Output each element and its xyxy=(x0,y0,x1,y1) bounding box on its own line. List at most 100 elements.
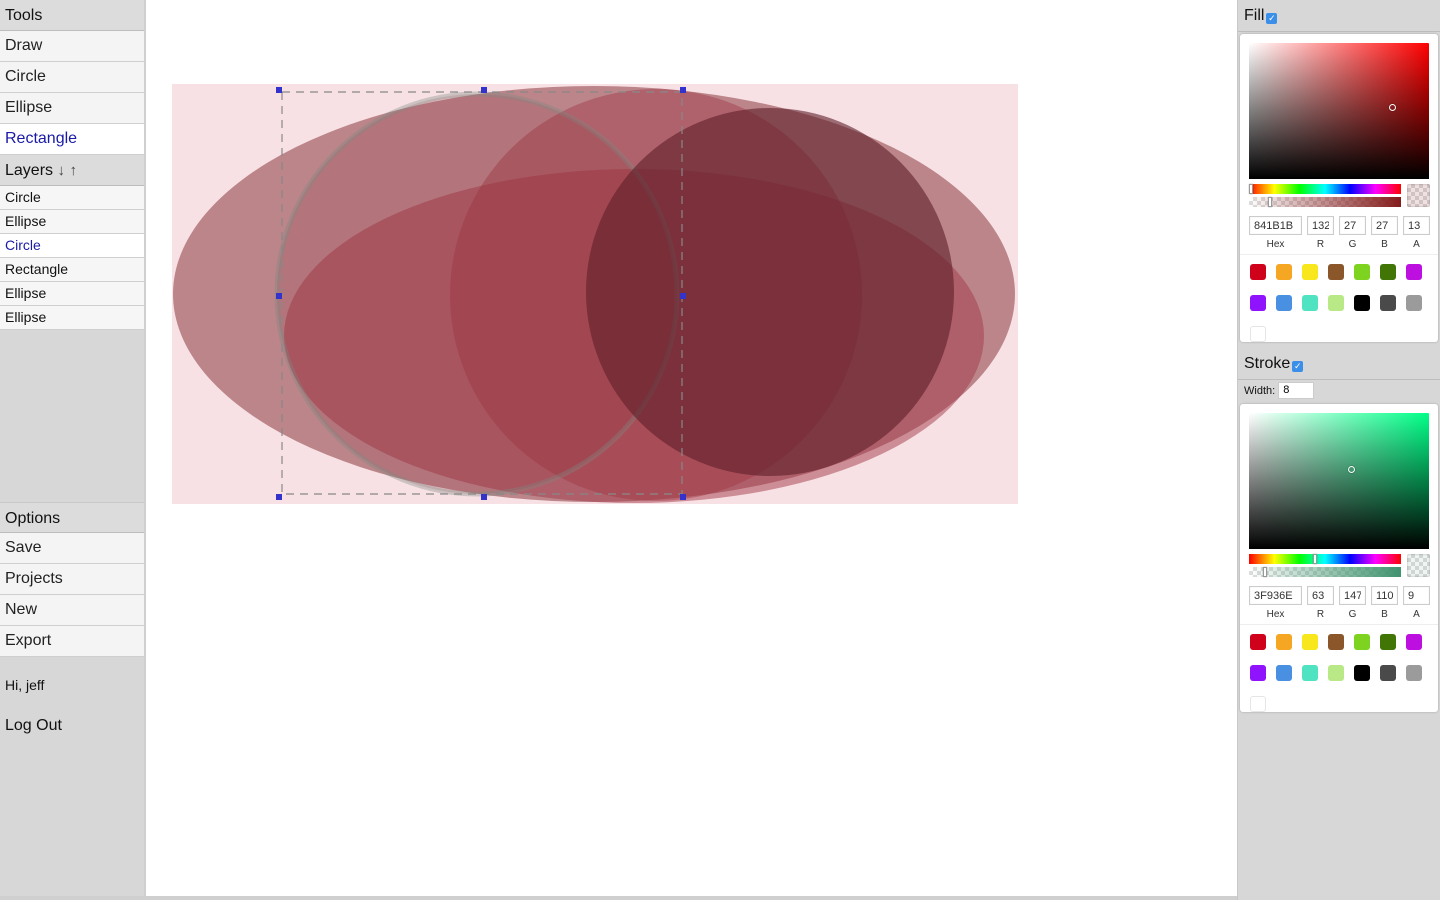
stroke-alpha-slider[interactable] xyxy=(1249,567,1401,577)
layer-item[interactable]: Circle xyxy=(0,186,144,210)
color-swatch[interactable] xyxy=(1406,665,1422,681)
fill-hue-handle[interactable] xyxy=(1249,184,1253,194)
color-swatch[interactable] xyxy=(1302,295,1318,311)
fill-alpha-slider[interactable] xyxy=(1249,197,1401,207)
resize-handle[interactable] xyxy=(481,494,487,500)
hex-label: Hex xyxy=(1266,239,1285,250)
layer-item[interactable]: Ellipse xyxy=(0,210,144,234)
color-swatch[interactable] xyxy=(1328,634,1344,650)
user-greeting: Hi, jeff xyxy=(5,677,45,693)
resize-handle[interactable] xyxy=(481,87,487,93)
layers-list: Circle Ellipse Circle Rectangle Ellipse … xyxy=(0,186,144,330)
color-swatch[interactable] xyxy=(1380,295,1396,311)
color-swatch[interactable] xyxy=(1354,295,1370,311)
arrow-up-icon[interactable]: ↑ xyxy=(69,162,77,179)
drawing-canvas[interactable] xyxy=(146,0,1237,897)
color-swatch[interactable] xyxy=(1328,295,1344,311)
stroke-saturation-cursor[interactable] xyxy=(1348,466,1355,473)
fill-alpha-handle[interactable] xyxy=(1268,197,1272,207)
arrow-down-icon[interactable]: ↓ xyxy=(57,162,65,179)
color-swatch[interactable] xyxy=(1328,665,1344,681)
fill-saturation-cursor[interactable] xyxy=(1389,104,1396,111)
fill-hex-input[interactable] xyxy=(1249,216,1302,235)
fill-b-input[interactable] xyxy=(1371,216,1398,235)
stroke-alpha-handle[interactable] xyxy=(1263,567,1267,577)
save-button[interactable]: Save xyxy=(0,533,144,564)
fill-r-input[interactable] xyxy=(1307,216,1334,235)
fill-hue-slider[interactable] xyxy=(1249,184,1401,194)
color-swatch[interactable] xyxy=(1276,295,1292,311)
fill-a-input[interactable] xyxy=(1403,216,1430,235)
tool-rectangle[interactable]: Rectangle xyxy=(0,124,144,155)
fill-color-preview xyxy=(1407,184,1430,207)
canvas-svg[interactable] xyxy=(146,0,1237,897)
resize-handle[interactable] xyxy=(680,494,686,500)
resize-handle[interactable] xyxy=(276,494,282,500)
color-swatch[interactable] xyxy=(1406,264,1422,280)
logout-button[interactable]: Log Out xyxy=(5,717,62,734)
stroke-width-row: Width: xyxy=(1238,380,1440,402)
g-label: G xyxy=(1348,239,1357,250)
color-swatch[interactable] xyxy=(1328,264,1344,280)
layer-item[interactable]: Circle xyxy=(0,234,144,258)
color-swatch[interactable] xyxy=(1276,665,1292,681)
g-label: G xyxy=(1348,609,1357,620)
r-label: R xyxy=(1316,609,1325,620)
fill-color-picker: Hex R G B A xyxy=(1240,34,1438,342)
color-swatch[interactable] xyxy=(1250,665,1266,681)
color-swatch[interactable] xyxy=(1406,634,1422,650)
stroke-saturation-area[interactable] xyxy=(1249,413,1429,549)
tool-ellipse[interactable]: Ellipse xyxy=(0,93,144,124)
new-button[interactable]: New xyxy=(0,595,144,626)
selection-handles[interactable] xyxy=(276,87,686,500)
color-swatch[interactable] xyxy=(1250,295,1266,311)
tool-circle[interactable]: Circle xyxy=(0,62,144,93)
checkmark-icon: ✓ xyxy=(1293,361,1302,371)
stroke-hue-slider[interactable] xyxy=(1249,554,1401,564)
layer-item[interactable]: Ellipse xyxy=(0,282,144,306)
stroke-checkbox[interactable]: ✓ xyxy=(1292,361,1304,372)
resize-handle[interactable] xyxy=(276,293,282,299)
color-swatch[interactable] xyxy=(1380,634,1396,650)
stroke-a-input[interactable] xyxy=(1403,586,1430,605)
fill-g-input[interactable] xyxy=(1339,216,1366,235)
color-swatch[interactable] xyxy=(1302,634,1318,650)
tool-draw[interactable]: Draw xyxy=(0,31,144,62)
stroke-swatches xyxy=(1240,624,1438,727)
projects-button[interactable]: Projects xyxy=(0,564,144,595)
color-swatch[interactable] xyxy=(1250,264,1266,280)
fill-swatches xyxy=(1240,254,1438,357)
color-swatch[interactable] xyxy=(1302,264,1318,280)
fill-checkbox[interactable]: ✓ xyxy=(1266,13,1278,24)
fill-saturation-area[interactable] xyxy=(1249,43,1429,179)
color-swatch[interactable] xyxy=(1276,634,1292,650)
stroke-b-input[interactable] xyxy=(1371,586,1398,605)
resize-handle[interactable] xyxy=(680,87,686,93)
color-swatch[interactable] xyxy=(1276,264,1292,280)
color-swatch[interactable] xyxy=(1302,665,1318,681)
color-swatch[interactable] xyxy=(1406,295,1422,311)
stroke-hue-handle[interactable] xyxy=(1313,554,1317,564)
stroke-color-preview xyxy=(1407,554,1430,577)
layer-item[interactable]: Ellipse xyxy=(0,306,144,330)
color-swatch[interactable] xyxy=(1380,264,1396,280)
bottom-border xyxy=(0,896,1440,900)
shape-circle[interactable] xyxy=(586,108,954,476)
export-button[interactable]: Export xyxy=(0,626,144,657)
layer-item[interactable]: Rectangle xyxy=(0,258,144,282)
color-swatch[interactable] xyxy=(1250,634,1266,650)
color-swatch[interactable] xyxy=(1354,264,1370,280)
stroke-g-input[interactable] xyxy=(1339,586,1366,605)
color-swatch[interactable] xyxy=(1250,326,1266,342)
left-sidebar: Tools Draw Circle Ellipse Rectangle Laye… xyxy=(0,0,146,900)
color-swatch[interactable] xyxy=(1354,634,1370,650)
stroke-width-input[interactable] xyxy=(1278,381,1315,399)
color-swatch[interactable] xyxy=(1354,665,1370,681)
stroke-hex-input[interactable] xyxy=(1249,586,1302,605)
fill-heading: Fill ✓ xyxy=(1238,0,1440,32)
resize-handle[interactable] xyxy=(276,87,282,93)
stroke-r-input[interactable] xyxy=(1307,586,1334,605)
color-swatch[interactable] xyxy=(1380,665,1396,681)
color-swatch[interactable] xyxy=(1250,696,1266,712)
resize-handle[interactable] xyxy=(680,293,686,299)
